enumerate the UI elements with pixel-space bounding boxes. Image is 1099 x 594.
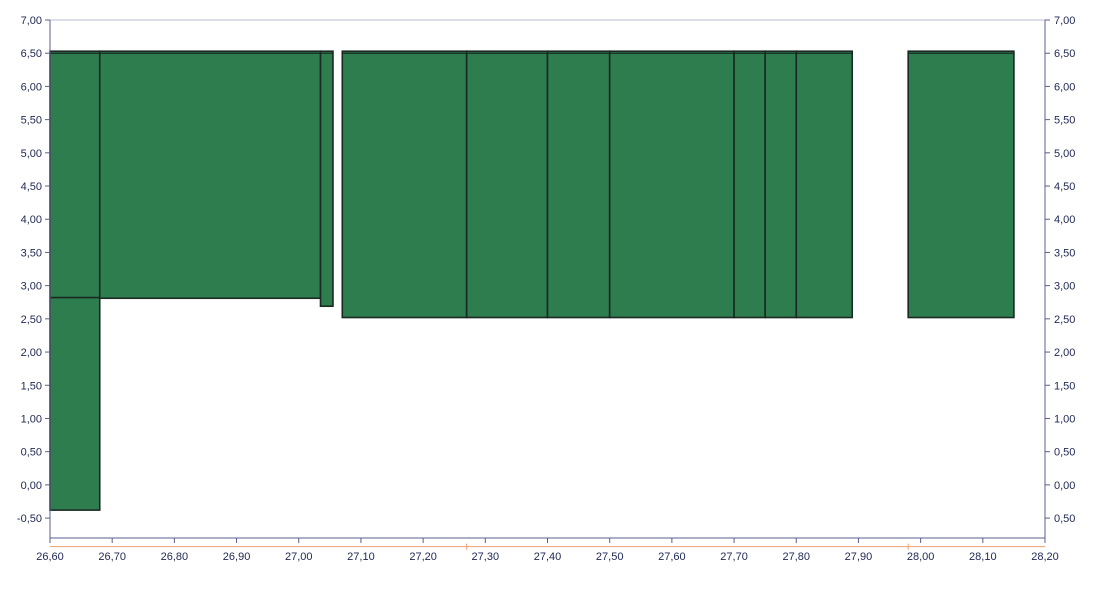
bar-10 [907, 50, 1015, 319]
labels-layer: 7,00 7,00 6,50 6,50 6,00 6,00 5,50 5,50 5,00 5,00… [17, 15, 1076, 563]
y-tick-label-right: 4,00 [1054, 214, 1075, 226]
bar-8 [764, 50, 798, 319]
y-tick-label-left: 5,50 [21, 115, 42, 127]
bar-0 [49, 50, 101, 511]
x-tick-label: 27,00 [285, 551, 313, 563]
y-tick-label-left: 3,50 [21, 247, 42, 259]
y-tick-label-left: 0,50 [21, 447, 42, 459]
y-tick-label-left: 2,00 [21, 347, 42, 359]
y-tick-label-left: 1,00 [21, 413, 42, 425]
y-tick-label-right: 7,00 [1054, 15, 1075, 27]
x-tick-label: 27,10 [347, 551, 375, 563]
y-tick-label-right: 0,00 [1054, 480, 1075, 492]
y-tick-label-left: 1,50 [21, 380, 42, 392]
bars-layer [49, 50, 1015, 511]
y-tick-label-right: 4,50 [1054, 181, 1075, 193]
x-tick-label: 27,80 [782, 551, 810, 563]
bar-5 [546, 50, 611, 319]
bar-3 [341, 50, 468, 319]
axes-layer [45, 19, 1050, 550]
y-tick-label-left: -0,50 [17, 513, 42, 525]
y-tick-label-left: 7,00 [21, 15, 42, 27]
x-tick-label: 27,50 [596, 551, 624, 563]
y-tick-label-left: 2,50 [21, 314, 42, 326]
bar-4 [465, 50, 549, 319]
y-tick-label-left: 4,00 [21, 214, 42, 226]
x-tick-label: 27,40 [534, 551, 562, 563]
y-tick-label-left: 6,00 [21, 81, 42, 93]
y-tick-label-right: 2,00 [1054, 347, 1075, 359]
y-tick-label-right: 2,50 [1054, 314, 1075, 326]
y-tick-label-right: 0,50 [1054, 513, 1075, 525]
x-tick-label: 26,80 [161, 551, 189, 563]
x-tick-label: 27,60 [658, 551, 686, 563]
x-tick-label: 27,20 [409, 551, 437, 563]
y-tick-label-left: 5,00 [21, 148, 42, 160]
y-tick-label-right: 5,00 [1054, 148, 1075, 160]
y-tick-label-right: 6,00 [1054, 81, 1075, 93]
y-tick-label-right: 5,50 [1054, 115, 1075, 127]
bar-6 [608, 50, 735, 319]
y-tick-label-right: 6,50 [1054, 48, 1075, 60]
bar-7 [733, 50, 766, 319]
y-tick-label-right: 3,00 [1054, 281, 1075, 293]
bar-9 [795, 50, 854, 319]
bar-1 [98, 50, 322, 300]
x-tick-label: 27,70 [720, 551, 748, 563]
y-tick-label-right: 1,50 [1054, 380, 1075, 392]
y-tick-label-right: 1,00 [1054, 413, 1075, 425]
y-tick-label-left: 3,00 [21, 281, 42, 293]
x-tick-label: 26,90 [223, 551, 251, 563]
x-tick-label: 26,60 [36, 551, 64, 563]
y-tick-label-left: 4,50 [21, 181, 42, 193]
x-tick-label: 28,00 [907, 551, 935, 563]
y-tick-label-left: 6,50 [21, 48, 42, 60]
x-tick-label: 28,20 [1031, 551, 1059, 563]
x-tick-label: 27,30 [472, 551, 500, 563]
y-tick-label-right: 0,50 [1054, 447, 1075, 459]
x-tick-label: 28,10 [969, 551, 997, 563]
y-tick-label-right: 3,50 [1054, 247, 1075, 259]
y-tick-label-left: 0,00 [21, 480, 42, 492]
bar-2 [319, 50, 334, 308]
x-tick-label: 27,90 [845, 551, 873, 563]
x-tick-label: 26,70 [98, 551, 126, 563]
